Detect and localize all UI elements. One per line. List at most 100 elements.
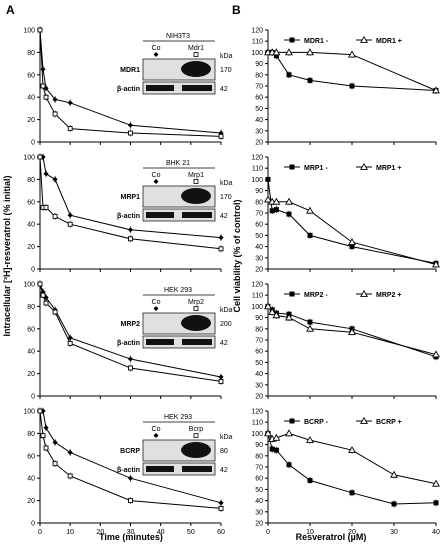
blot-band-actin-tr (182, 212, 212, 218)
x-tick-label: 0 (38, 529, 42, 536)
right-y-axis-label: Cell viability (% of control) (232, 199, 242, 312)
legend-marker-icon (360, 416, 368, 424)
control-diamond-icon (153, 52, 159, 57)
left-x-axis-label: Time (minutes) (99, 532, 163, 542)
data-point (128, 498, 133, 504)
transporter-square-icon (193, 433, 199, 438)
data-point (218, 378, 224, 384)
y-tick-label: 0 (31, 521, 35, 528)
data-point (285, 313, 293, 321)
chart-5: 20 30 40 50 60 70 80 90 100 110 120 MDR1 - MDR1 + (251, 28, 440, 147)
blot-row-label: β-actin (117, 213, 140, 220)
data-point (273, 447, 279, 453)
data-point (127, 227, 134, 233)
chart-8: 20 30 40 50 60 70 80 90 100 110 120 0 10 20 30 40 BCRP -… (251, 409, 440, 537)
y-tick-label: 110 (252, 39, 263, 46)
data-point (67, 473, 73, 479)
y-tick-label: 80 (255, 326, 263, 333)
y-tick-label: 90 (255, 188, 263, 195)
blot-band-actin-co (146, 466, 174, 472)
blot-band-actin-tr (182, 466, 212, 472)
data-point (128, 365, 133, 371)
y-tick-label: 100 (23, 409, 35, 416)
blot-kda-unit: kDa (220, 180, 233, 187)
y-tick-label: 30 (255, 382, 263, 389)
data-point (40, 433, 46, 439)
blot-row-label: β-actin (117, 467, 140, 474)
data-point (128, 236, 133, 242)
y-tick-label: 80 (27, 177, 35, 184)
blot-transporter-label: Mrp1 (188, 172, 204, 179)
data-point (307, 477, 313, 483)
data-point (37, 27, 43, 33)
y-tick-label: 90 (255, 442, 263, 449)
y-tick-label: 80 (255, 453, 263, 460)
y-tick-label: 120 (251, 28, 263, 35)
data-point (40, 292, 46, 298)
data-point (272, 433, 281, 441)
chart-4: 0 20 40 60 80 100 0 10 20 30 40 50 60 (23, 407, 225, 536)
data-point (286, 462, 292, 468)
blot-band-transporter (181, 61, 211, 77)
data-point (272, 48, 281, 56)
y-tick-label: 60 (255, 349, 263, 356)
blot-kda-unit: kDa (220, 307, 233, 314)
transporter-square-icon (193, 52, 199, 57)
y-tick-label: 120 (251, 409, 263, 416)
data-point (67, 221, 73, 227)
data-point (67, 100, 73, 106)
data-point (432, 86, 440, 94)
blot-cell-line: BHK 21 (166, 160, 190, 167)
data-point (40, 66, 46, 72)
legend: MRP1 - MRP1 + (284, 162, 401, 172)
data-point (307, 232, 313, 238)
y-tick-label: 40 (27, 222, 35, 229)
blot-transporter-label: Mrp2 (188, 299, 204, 306)
data-point (264, 195, 272, 203)
y-tick-label: 50 (255, 233, 263, 240)
data-point (37, 154, 43, 160)
data-point (67, 212, 73, 218)
chart-1: 0 20 40 60 80 100 (23, 26, 224, 147)
x-tick-label: 40 (432, 529, 440, 536)
blot-row-label: MDR1 (120, 67, 140, 74)
data-point (128, 130, 133, 136)
data-point (43, 425, 49, 431)
control-diamond-icon (153, 306, 159, 311)
data-point (43, 445, 49, 451)
data-point (306, 206, 314, 214)
data-point (127, 122, 134, 128)
blot-band-actin-co (146, 85, 174, 91)
blot-control-label: Co (152, 45, 161, 52)
data-point (306, 324, 314, 332)
data-point (218, 235, 224, 241)
data-point (432, 350, 440, 358)
data-point (306, 48, 314, 56)
blot-transporter-label: Mdr1 (188, 45, 204, 52)
y-tick-label: 120 (251, 155, 263, 162)
y-tick-label: 70 (255, 338, 263, 345)
x-tick-label: 10 (306, 529, 314, 536)
legend-marker-icon (360, 35, 368, 43)
legend-marker-icon (360, 289, 368, 297)
y-tick-label: 110 (252, 293, 263, 300)
legend-label: MRP2 + (376, 292, 401, 299)
data-point (43, 94, 49, 100)
legend-label: MDR1 + (376, 38, 402, 45)
data-point (264, 302, 272, 310)
blot-1: NIH3T3 Co Mdr1 kDa MDR1 170 β-actin 42 (117, 33, 233, 95)
blot-kda-value: 80 (220, 448, 228, 455)
data-point (285, 48, 293, 56)
y-tick-label: 80 (27, 304, 35, 311)
y-tick-label: 40 (255, 498, 263, 505)
y-tick-label: 60 (27, 326, 35, 333)
blot-row-label: BCRP (120, 448, 140, 455)
data-point (37, 408, 43, 414)
data-point (43, 171, 49, 177)
y-tick-label: 20 (27, 117, 35, 124)
legend-label: MRP1 - (304, 165, 328, 172)
data-point (390, 470, 398, 478)
data-point (285, 197, 293, 205)
